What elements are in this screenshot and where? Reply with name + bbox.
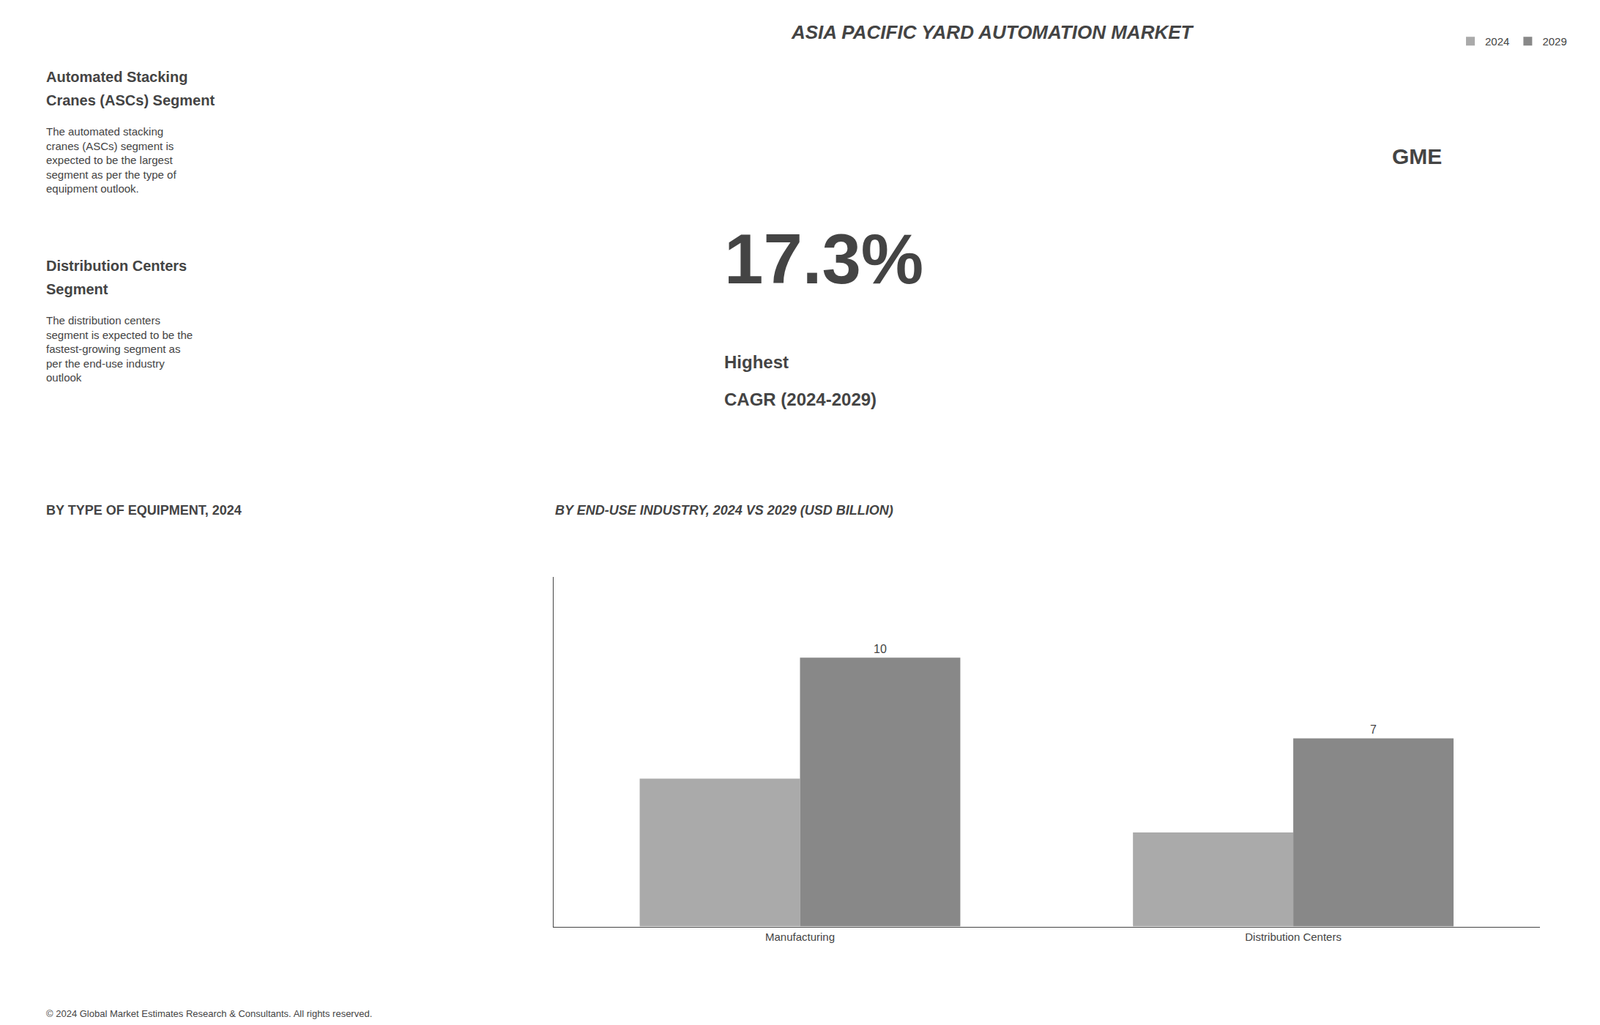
svg-text:Segment: Segment (46, 281, 109, 298)
svg-text:The distribution centerssegmen: The distribution centerssegment is expec… (46, 314, 193, 384)
svg-text:Automated Stacking: Automated Stacking (46, 68, 188, 85)
svg-text:The automated stackingcranes (: The automated stackingcranes (ASCs) segm… (46, 125, 177, 195)
svg-text:Distribution Centers: Distribution Centers (46, 257, 187, 274)
svg-text:17.3%: 17.3% (724, 219, 924, 299)
svg-text:Distribution Centers: Distribution Centers (1244, 930, 1342, 944)
svg-text:2029: 2029 (1542, 35, 1567, 48)
svg-text:Manufacturing: Manufacturing (765, 930, 835, 944)
svg-text:Cranes (ASCs) Segment: Cranes (ASCs) Segment (46, 92, 215, 109)
svg-text:© 2024 Global Market Estimates: © 2024 Global Market Estimates Research … (46, 1008, 372, 1020)
svg-text:7: 7 (1370, 723, 1377, 736)
svg-text:Highest: Highest (724, 352, 789, 372)
svg-text:GME: GME (1392, 144, 1442, 169)
svg-text:10: 10 (873, 642, 887, 656)
svg-text:ASIA PACIFIC YARD AUTOMATION M: ASIA PACIFIC YARD AUTOMATION MARKET (790, 21, 1195, 44)
svg-text:CAGR (2024-2029): CAGR (2024-2029) (724, 389, 877, 410)
svg-text:2024: 2024 (1485, 35, 1510, 48)
svg-text:BY TYPE OF EQUIPMENT, 2024: BY TYPE OF EQUIPMENT, 2024 (46, 503, 242, 518)
svg-text:BY END-USE INDUSTRY, 2024 VS 2: BY END-USE INDUSTRY, 2024 VS 2029 (USD B… (555, 503, 894, 518)
